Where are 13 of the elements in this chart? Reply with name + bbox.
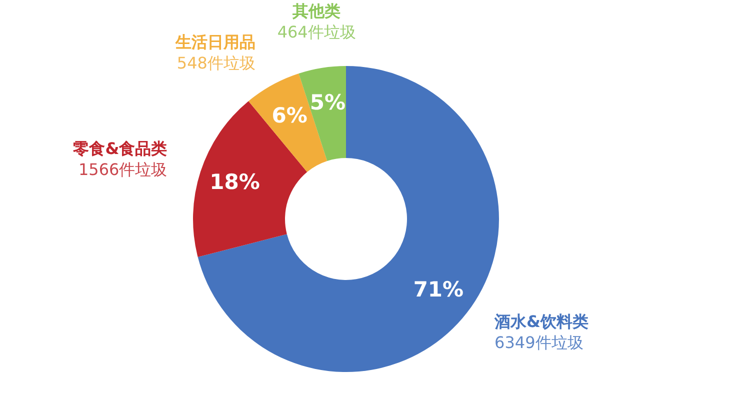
slice-label: 酒水&饮料类 [494, 312, 588, 332]
text: 464件垃圾 [277, 22, 356, 42]
data-label: 6% [272, 103, 308, 128]
data-label: 18% [210, 170, 260, 194]
text: 1566件垃圾 [78, 160, 168, 179]
slice-label: 零食&食品类 [72, 138, 168, 158]
data-label: 71% [413, 278, 464, 302]
slice-label: 其他类 [292, 1, 341, 20]
text: 548件垃圾 [176, 53, 256, 72]
donut-slice [193, 101, 308, 258]
slice-label: 生活日用品 [174, 32, 256, 52]
data-label: 5% [310, 90, 346, 114]
text: 6349件垃圾 [494, 333, 584, 352]
